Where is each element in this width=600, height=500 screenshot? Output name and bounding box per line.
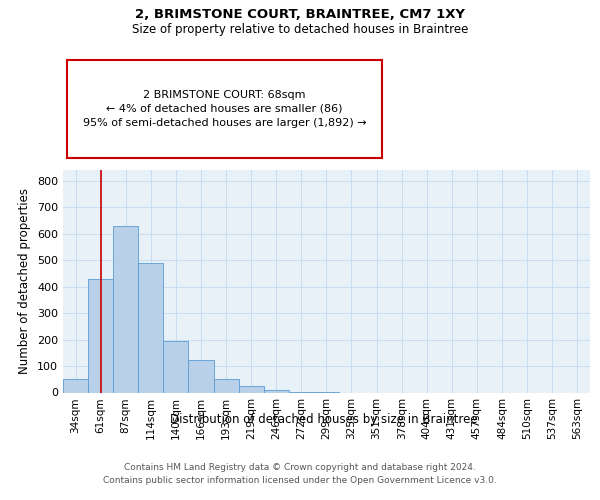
Bar [113, 226, 138, 392]
Bar [63, 378, 88, 392]
Text: Contains HM Land Registry data © Crown copyright and database right 2024.: Contains HM Land Registry data © Crown c… [124, 462, 476, 471]
Bar [163, 341, 188, 392]
Text: Distribution of detached houses by size in Braintree: Distribution of detached houses by size … [170, 412, 478, 426]
Bar [138, 262, 163, 392]
Bar [214, 380, 239, 392]
Bar [239, 386, 263, 392]
Y-axis label: Number of detached properties: Number of detached properties [19, 188, 31, 374]
Text: 2 BRIMSTONE COURT: 68sqm
← 4% of detached houses are smaller (86)
95% of semi-de: 2 BRIMSTONE COURT: 68sqm ← 4% of detache… [83, 90, 367, 128]
Bar [188, 360, 214, 392]
Bar [263, 390, 289, 392]
Text: Contains public sector information licensed under the Open Government Licence v3: Contains public sector information licen… [103, 476, 497, 485]
Bar [88, 278, 113, 392]
Text: 2, BRIMSTONE COURT, BRAINTREE, CM7 1XY: 2, BRIMSTONE COURT, BRAINTREE, CM7 1XY [135, 8, 465, 20]
Text: Size of property relative to detached houses in Braintree: Size of property relative to detached ho… [132, 22, 468, 36]
